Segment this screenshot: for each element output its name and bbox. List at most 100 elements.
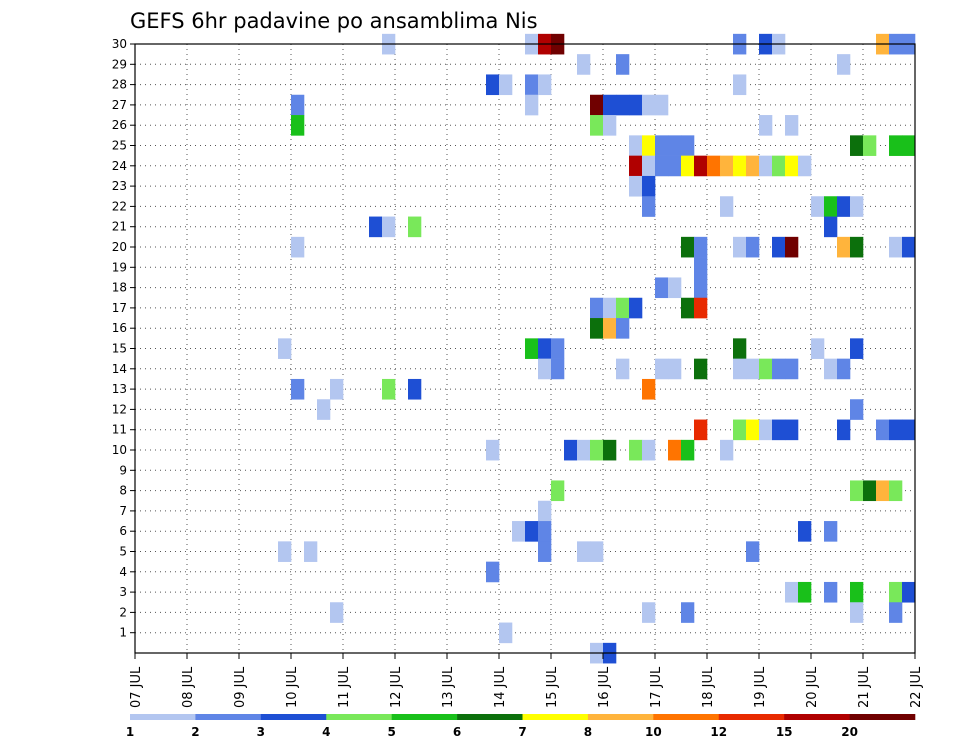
precip-cell [759,358,773,380]
y-tick-label: 2 [119,605,127,619]
precip-cell [629,135,643,156]
precip-cell [512,521,526,542]
precip-cell [902,236,916,258]
legend-swatch [718,714,785,720]
precip-cell [798,155,812,177]
precip-cell [668,155,682,177]
precip-cell [733,74,747,96]
precip-cell [733,358,747,380]
precip-cell [785,236,799,258]
precip-cell [772,419,786,441]
precip-cell [759,419,773,441]
precip-cell [902,419,916,441]
precip-cell [681,135,695,156]
precip-cell [798,581,812,603]
precip-cell [746,419,760,441]
precip-cell [850,338,864,359]
precip-cell [382,216,396,238]
precip-cell [603,115,617,136]
x-tick-label: 22 JUL [909,666,924,708]
precip-cell [733,419,747,441]
precip-cell [603,318,617,339]
x-tick-label: 07 JUL [129,666,144,708]
precip-cell [876,419,890,441]
precip-cell [655,358,669,380]
y-tick-label: 26 [112,118,127,132]
precip-cell [798,521,812,542]
precip-cell [733,155,747,177]
precip-cell [499,622,513,644]
precip-cell [902,581,916,603]
legend-swatch [457,714,523,720]
precip-cell [577,439,591,461]
x-axis-ticks: 07 JUL 08 JUL 09 JUL 10 JUL 11 JUL 12 JUL 13 J… [129,653,924,708]
y-tick-label: 21 [112,220,127,234]
precip-cell [616,297,630,319]
precip-cell [889,419,903,441]
precip-cell [720,155,734,177]
precip-cell [278,541,292,562]
precip-cell [616,54,630,75]
precip-cell [889,581,903,603]
precip-cell [668,277,682,299]
precip-cell [772,236,786,258]
plot-frame [134,43,916,654]
legend-swatch [587,714,654,720]
y-tick-label: 27 [112,98,127,112]
precip-cell [746,541,760,562]
precip-cell [655,94,669,116]
precip-cell [642,175,656,197]
y-tick-label: 13 [112,382,127,396]
precip-cell [863,135,877,156]
precip-cell [642,439,656,461]
precip-cell [889,236,903,258]
y-tick-label: 30 [112,37,127,51]
precip-cell [590,115,604,136]
legend-label: 15 [776,725,793,739]
precip-cell [642,378,656,400]
precip-cell [291,378,305,400]
y-tick-label: 12 [112,402,127,416]
precip-cell [291,236,305,258]
precip-cell [655,155,669,177]
precip-cell [486,74,500,96]
precip-cell [785,581,799,603]
precip-cell [785,358,799,380]
precip-cell [616,94,630,116]
precip-cell [291,94,305,116]
precip-cell [577,541,591,562]
x-tick-label: 16 JUL [597,666,612,708]
precip-cell [733,338,747,359]
legend-swatch [391,714,458,720]
legend-label: 8 [584,725,592,739]
precip-cell [850,399,864,420]
y-tick-label: 18 [112,281,127,295]
precip-cell [330,602,344,623]
precip-cell [278,338,292,359]
precip-cell [850,602,864,623]
precip-cell [681,602,695,623]
precip-cell [655,277,669,299]
y-tick-label: 5 [119,545,127,559]
precip-cell [824,521,838,542]
legend-swatch [522,714,589,720]
legend-label: 4 [322,725,330,739]
precip-cell [564,439,578,461]
precip-cell [759,155,773,177]
precip-cell [746,236,760,258]
x-tick-label: 19 JUL [753,666,768,708]
y-tick-label: 8 [119,484,127,498]
x-tick-label: 12 JUL [389,666,404,708]
precip-cell [538,500,552,522]
legend-label: 12 [710,725,727,739]
precip-cell [538,74,552,96]
x-tick-label: 21 JUL [857,666,872,708]
precip-cell [317,399,331,420]
precip-cell [642,196,656,217]
x-tick-label: 20 JUL [805,666,820,708]
precip-cell [629,439,643,461]
precip-cell [681,439,695,461]
precip-cell [551,358,565,380]
precip-cell [694,257,708,278]
